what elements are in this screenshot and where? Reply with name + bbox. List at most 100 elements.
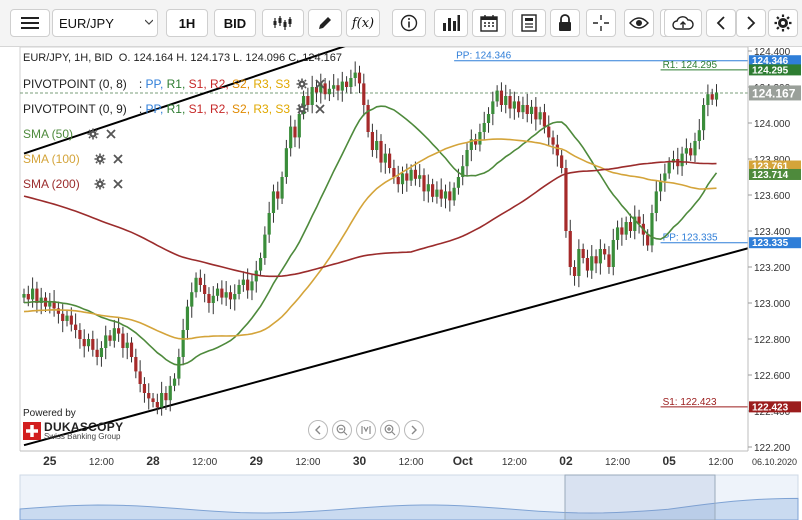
candle — [254, 260, 258, 293]
candle — [69, 307, 73, 332]
sma-200-line — [23, 160, 717, 278]
gear-icon[interactable] — [296, 78, 308, 90]
nav-left-button[interactable] — [308, 420, 328, 440]
close-icon[interactable] — [105, 128, 117, 140]
candle-body — [82, 339, 86, 347]
candle — [95, 338, 99, 366]
candle — [611, 228, 615, 276]
crosshair-button[interactable] — [586, 9, 616, 37]
reset-view-button[interactable] — [356, 420, 376, 440]
candle-body — [91, 339, 95, 350]
nav-right-button[interactable] — [404, 420, 424, 440]
candle-body — [301, 96, 306, 114]
price-side-button[interactable]: BID — [214, 9, 256, 37]
zoom-out-button[interactable] — [332, 420, 352, 440]
candle — [99, 341, 104, 367]
candle — [517, 96, 521, 118]
candle-body — [590, 256, 594, 271]
gear-icon[interactable] — [94, 153, 106, 165]
candle-body — [461, 166, 465, 177]
compare-button[interactable] — [624, 9, 654, 37]
candle — [301, 90, 306, 120]
pivot-level-s3: S3 — [275, 102, 291, 116]
candle — [426, 174, 430, 203]
news-button[interactable] — [512, 9, 546, 37]
y-tick-label: 123.400 — [754, 227, 791, 238]
brand-tagline: Swiss Banking Group — [44, 432, 121, 441]
chart-type-button[interactable] — [262, 9, 304, 37]
candle — [129, 337, 134, 363]
price-tag-bg — [749, 401, 801, 413]
formula-label: f(x) — [351, 15, 375, 31]
candle — [344, 76, 349, 93]
info-button[interactable] — [392, 9, 426, 37]
toolbar: EUR/JPY 1H BID f(x) — [0, 0, 802, 47]
y-tick-label: 124.400 — [754, 47, 791, 58]
indicator-name: SMA (100) — [23, 152, 80, 166]
price-chart[interactable]: PP: 124.346 R1: 124.295 PP: 123.335 S1: 122… — [0, 47, 802, 520]
candle-body — [499, 90, 504, 105]
lock-button[interactable] — [550, 9, 580, 37]
candle — [241, 271, 245, 292]
cloud-upload-button[interactable] — [664, 9, 702, 37]
draw-tool-button[interactable] — [308, 9, 342, 37]
legend-sma-50: SMA (50) — [23, 126, 117, 142]
candle-body — [172, 378, 177, 386]
candle — [138, 360, 142, 393]
gear-icon[interactable] — [87, 128, 99, 140]
zoom-in-button[interactable] — [380, 420, 400, 440]
close-icon[interactable] — [314, 78, 326, 90]
candle — [284, 139, 288, 184]
candle-body — [310, 87, 314, 105]
period-button[interactable]: 1H — [166, 9, 208, 37]
candle — [534, 97, 538, 131]
close-icon[interactable] — [112, 153, 124, 165]
candle-body — [69, 315, 73, 325]
candle-body — [306, 96, 310, 105]
candle — [499, 82, 504, 112]
candle — [400, 166, 405, 194]
candle — [52, 290, 56, 317]
gear-icon[interactable] — [94, 178, 106, 190]
candle — [684, 138, 688, 165]
candle — [134, 348, 138, 379]
chevron-down-icon — [145, 19, 153, 25]
close-icon[interactable] — [314, 103, 326, 115]
calendar-button[interactable] — [472, 9, 506, 37]
formula-button[interactable]: f(x) — [346, 9, 380, 37]
candle-body — [108, 335, 112, 341]
indicator-name: SMA (50) — [23, 127, 74, 141]
gear-icon[interactable] — [296, 103, 308, 115]
candle — [542, 103, 547, 134]
candle-body — [478, 132, 482, 145]
candle — [405, 163, 409, 192]
y-tick-label: 123.800 — [754, 155, 791, 166]
symbol-selector[interactable]: EUR/JPY — [52, 9, 158, 37]
candle — [521, 96, 525, 120]
pivot-level-s3: S3 — [275, 77, 291, 91]
sma-50-line — [23, 105, 718, 366]
close-icon[interactable] — [112, 178, 124, 190]
volume-button[interactable] — [434, 9, 468, 37]
price-tag: 123.761 — [749, 160, 801, 173]
menu-button[interactable] — [10, 9, 50, 37]
price-tag-bg — [749, 64, 801, 76]
candle-body — [86, 339, 91, 347]
candle-body — [646, 234, 650, 246]
candle — [293, 119, 297, 148]
candle — [572, 260, 577, 286]
scroll-left-button[interactable] — [706, 9, 736, 37]
pivot-level-s1: S1, — [188, 102, 210, 116]
candle — [190, 282, 194, 318]
candle-body — [486, 114, 491, 123]
settings-button[interactable] — [768, 9, 798, 37]
candle-body — [443, 191, 448, 199]
candle-body — [650, 213, 654, 246]
candle — [203, 273, 207, 303]
candle-body — [280, 177, 284, 199]
candle-body — [551, 137, 555, 145]
candle — [706, 84, 710, 117]
pivot-level-s1: S1, — [188, 77, 210, 91]
scroll-right-button[interactable] — [736, 9, 766, 37]
x-tick-label: 05 — [663, 454, 677, 468]
